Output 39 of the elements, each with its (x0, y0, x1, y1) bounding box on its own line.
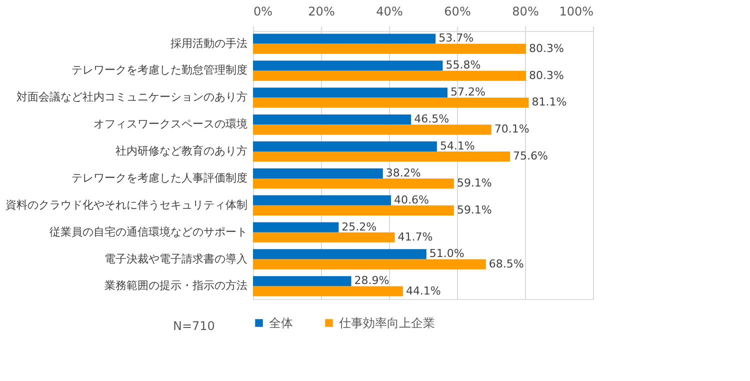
data-label: 59.1% (456, 176, 492, 190)
data-label: 38.2% (386, 166, 421, 180)
y-tick-label: オフィスワークスペースの環境 (94, 118, 248, 131)
data-label: 51.0% (429, 247, 464, 260)
y-tick-label: 電子決裁や電子請求書の導入 (104, 252, 248, 266)
data-label: 75.6% (513, 150, 548, 163)
legend-label: 仕事効率向上企業 (338, 316, 435, 330)
y-tick-label: 対面会議など社内コミュニケーションのあり方 (16, 90, 248, 104)
data-label: 80.3% (529, 42, 564, 55)
x-tick-label: 0% (254, 4, 273, 18)
data-label: 70.1% (494, 122, 530, 136)
data-label: 40.6% (394, 193, 429, 206)
data-label: 81.1% (532, 96, 567, 109)
y-tick-label: 業務範囲の提示・指示の方法 (104, 279, 248, 292)
data-label: 46.5% (414, 112, 450, 126)
data-label: 80.3% (529, 68, 564, 82)
x-tick-label: 20% (308, 4, 335, 18)
x-tick-label: 100% (559, 4, 594, 18)
legend-label: 全体 (269, 316, 293, 330)
y-tick-label: 従業員の自宅の通信環境などのサポート (50, 225, 248, 238)
y-tick-label: 採用活動の手法 (170, 36, 248, 50)
text: N=710 (173, 319, 215, 333)
data-label: 57.2% (450, 86, 486, 99)
y-tick-label: テレワークを考慮した勤怠管理制度 (72, 64, 248, 77)
data-label: 44.1% (406, 284, 441, 298)
y-tick-label: テレワークを考慮した人事評価制度 (72, 171, 248, 184)
y-tick-label: 資料のクラウド化やそれに伴うセキュリティ体制 (6, 198, 248, 212)
x-tick-label: 80% (512, 4, 539, 18)
data-label: 55.8% (446, 58, 481, 72)
x-tick-label: 40% (376, 4, 403, 18)
data-label: 28.9% (354, 274, 390, 288)
x-tick-label: 60% (444, 4, 471, 18)
data-label: 53.7% (438, 32, 474, 45)
data-label: 41.7% (398, 230, 433, 244)
data-label: 68.5% (488, 257, 524, 270)
data-label: 25.2% (342, 220, 377, 234)
data-label: 54.1% (440, 139, 475, 152)
data-label: 59.1% (456, 203, 492, 216)
y-tick-label: 社内研修など教育のあり方 (116, 144, 248, 158)
